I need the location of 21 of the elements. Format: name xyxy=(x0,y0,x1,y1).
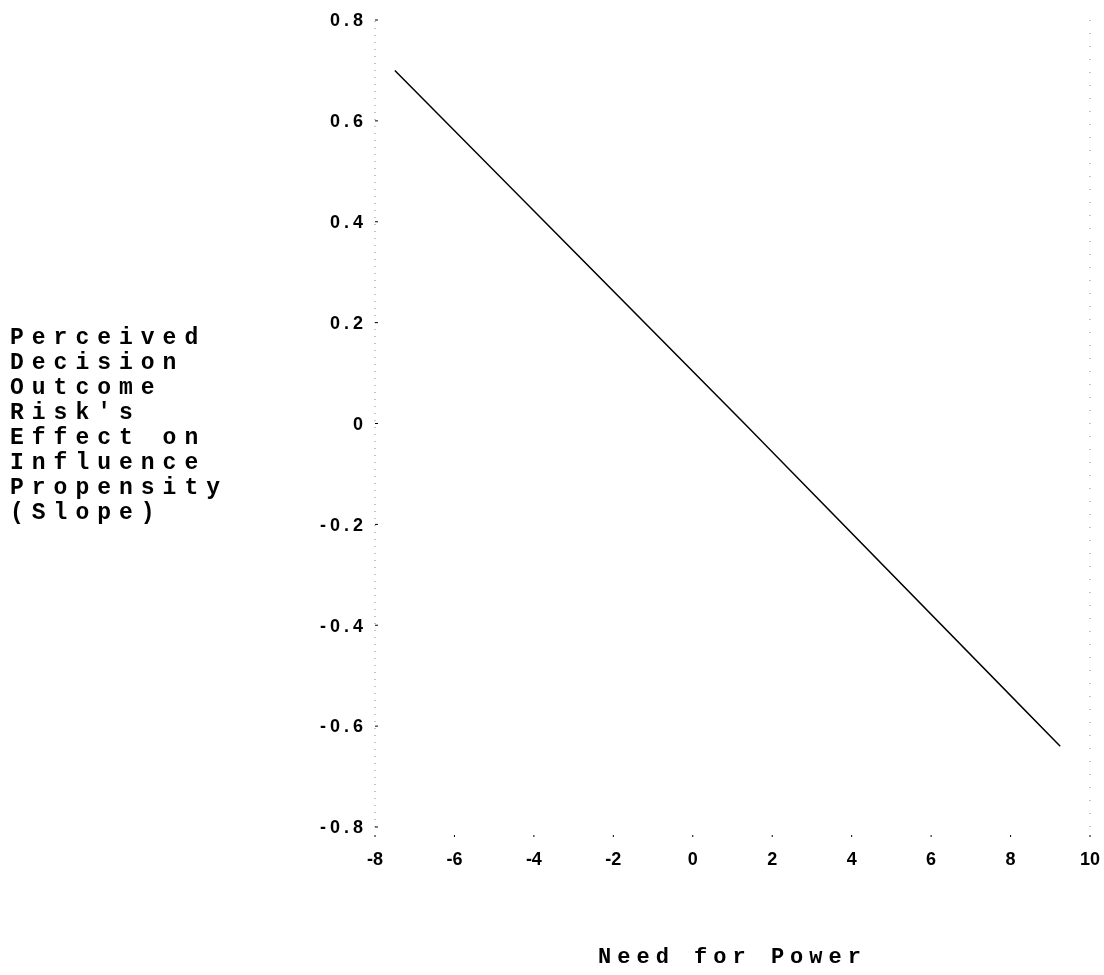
y-tick-label: -0.2 xyxy=(319,514,367,535)
x-axis-title: Need for Power xyxy=(598,945,867,970)
x-tick-label: -4 xyxy=(525,849,542,869)
y-tick-label: 0.4 xyxy=(329,212,367,233)
x-tick-label: 8 xyxy=(1005,849,1016,869)
y-tick-label: -0.6 xyxy=(319,716,367,737)
x-tick-label: -6 xyxy=(446,849,463,869)
y-tick-label: 0.6 xyxy=(329,111,367,132)
y-tick-label: 0.8 xyxy=(329,10,367,31)
x-tick-label: -8 xyxy=(366,849,384,869)
y-axis-title: Perceived Decision Outcome Risk's Effect on Influence Propensity (Slope) xyxy=(10,325,229,526)
y-tick-label: 0.2 xyxy=(329,312,367,333)
x-tick-label: 10 xyxy=(1079,849,1101,869)
y-tick-label: 0 xyxy=(352,413,367,434)
y-tick-label: -0.4 xyxy=(319,615,367,636)
x-tick-label: 4 xyxy=(846,849,857,869)
x-tick-label: 6 xyxy=(926,849,937,869)
x-tick-label: 0 xyxy=(687,849,698,869)
x-tick-label: -2 xyxy=(605,849,622,869)
x-tick-label: 2 xyxy=(767,849,778,869)
y-tick-label: -0.8 xyxy=(319,817,367,838)
